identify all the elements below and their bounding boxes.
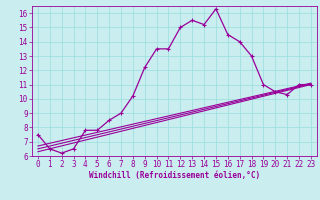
X-axis label: Windchill (Refroidissement éolien,°C): Windchill (Refroidissement éolien,°C) [89, 171, 260, 180]
